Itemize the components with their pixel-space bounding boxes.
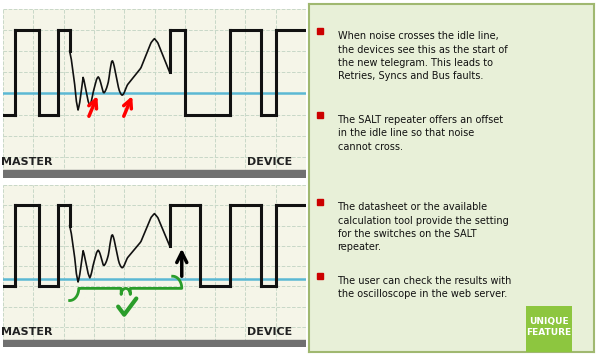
Bar bbox=[3, 340, 306, 347]
Text: When noise crosses the idle line,
the devices see this as the start of
the new t: When noise crosses the idle line, the de… bbox=[337, 31, 507, 81]
Text: MASTER: MASTER bbox=[1, 157, 53, 167]
Circle shape bbox=[528, 308, 570, 350]
Text: DEVICE: DEVICE bbox=[247, 157, 292, 167]
Text: MASTER: MASTER bbox=[1, 327, 53, 337]
Text: DEVICE: DEVICE bbox=[247, 327, 292, 337]
Text: UNIQUE
FEATURE: UNIQUE FEATURE bbox=[526, 317, 572, 337]
Text: The SALT repeater offers an offset
in the idle line so that noise
cannot cross.: The SALT repeater offers an offset in th… bbox=[337, 115, 503, 152]
Text: The user can check the results with
the oscilloscope in the web server.: The user can check the results with the … bbox=[337, 276, 512, 299]
Text: The datasheet or the available
calculation tool provide the setting
for the swit: The datasheet or the available calculati… bbox=[337, 203, 508, 252]
Bar bbox=[3, 171, 306, 178]
